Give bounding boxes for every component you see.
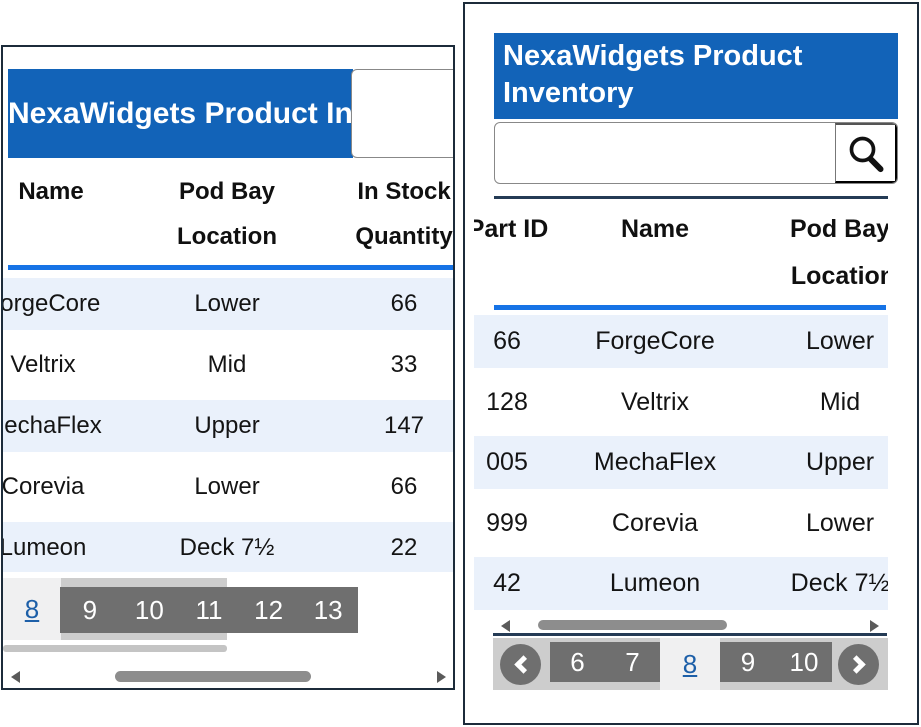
cell-pod: Deck 7½ <box>790 569 888 597</box>
page-button[interactable]: 9 <box>82 594 98 625</box>
search-box <box>494 122 898 184</box>
inventory-table: Part ID Name Pod Bay Location 66 ForgeCo… <box>474 202 888 614</box>
search-input[interactable] <box>495 123 835 183</box>
column-header-name[interactable]: Name <box>620 215 690 243</box>
cell-pod: Upper <box>194 412 260 439</box>
column-header-podbay[interactable]: Pod Bay <box>789 215 888 243</box>
cell-name: Veltrix <box>10 351 76 378</box>
search-box <box>351 69 453 158</box>
cell-name: Corevia <box>611 509 699 537</box>
column-header-podbay-2[interactable]: Location <box>790 262 888 290</box>
column-header-podbay-2[interactable]: Location <box>177 223 277 250</box>
desktop-viewport-panel: NexaWidgets Product Inventory Name Pod B… <box>1 45 455 690</box>
scroll-right-arrow-icon[interactable] <box>437 671 446 683</box>
column-header-stock-2[interactable]: Quantity <box>355 223 453 250</box>
cell-pod: Upper <box>805 448 875 476</box>
table-row: 42 Lumeon Deck 7½ <box>474 557 888 610</box>
search-icon <box>845 132 887 174</box>
app-title: NexaWidgets Product Inventory <box>494 33 898 119</box>
column-header-partid[interactable]: Part ID <box>474 215 549 243</box>
page-button[interactable]: 11 <box>195 594 223 625</box>
cell-pod: Mid <box>819 388 861 416</box>
pagination-current-page[interactable]: 8 <box>3 578 61 640</box>
page-button[interactable]: 10 <box>789 646 819 677</box>
cell-name: MechaFlex <box>593 448 717 476</box>
page-button[interactable]: 12 <box>254 594 284 625</box>
next-page-button[interactable] <box>838 644 879 685</box>
column-header-stock[interactable]: In Stock <box>357 178 451 205</box>
chevron-left-icon <box>513 655 533 674</box>
pagination-pages: 9 10 11 12 13 <box>60 587 358 633</box>
table-row: 999 Corevia Lower <box>474 497 888 550</box>
cell-name: ForgeCore <box>595 327 715 355</box>
cell-name: Lumeon <box>609 569 701 597</box>
header-divider <box>494 305 886 310</box>
page-button[interactable]: 10 <box>134 594 164 625</box>
page-link-current[interactable]: 8 <box>24 593 40 624</box>
cell-pod: Lower <box>194 473 260 500</box>
grid-bottom-border <box>493 633 887 636</box>
chevron-right-icon <box>846 655 866 674</box>
table-row: MechaFlex Upper 147 <box>3 400 453 452</box>
column-header-podbay[interactable]: Pod Bay <box>178 178 276 205</box>
grid-top-border <box>494 196 888 199</box>
cell-qty: 22 <box>390 534 418 561</box>
previous-page-button[interactable] <box>500 644 541 685</box>
cell-pod: Deck 7½ <box>179 534 275 561</box>
search-input[interactable] <box>352 70 453 157</box>
app-title: NexaWidgets Product Inventory <box>8 69 353 158</box>
table-row: Corevia Lower 66 <box>3 461 453 513</box>
pagination-scrollbar-thumb[interactable] <box>3 645 227 652</box>
cell-name: ForgeCore <box>3 290 101 317</box>
page-button[interactable]: 6 <box>570 646 585 677</box>
cell-pod: Lower <box>194 290 260 317</box>
table-row: 005 MechaFlex Upper <box>474 436 888 489</box>
table-row: Lumeon Deck 7½ 22 <box>3 522 453 572</box>
table-row: 66 ForgeCore Lower <box>474 315 888 368</box>
cell-qty: 33 <box>390 351 418 378</box>
mobile-viewport-panel: NexaWidgets Product Inventory Part ID Na… <box>463 2 919 725</box>
scroll-left-arrow-icon[interactable] <box>11 671 20 683</box>
cell-qty: 147 <box>383 412 425 439</box>
pagination-pages: 6 7 <box>550 642 660 682</box>
cell-name: Lumeon <box>3 534 87 561</box>
scroll-left-arrow-icon[interactable] <box>501 620 510 632</box>
column-header-name[interactable]: Name <box>18 178 84 205</box>
cell-partid: 005 <box>486 448 528 476</box>
horizontal-scrollbar-thumb[interactable] <box>115 671 311 682</box>
page-button[interactable]: 9 <box>740 646 756 677</box>
cell-pod: Mid <box>207 351 247 378</box>
cell-partid: 66 <box>493 327 521 355</box>
search-button[interactable] <box>835 123 897 183</box>
table-row: 128 Veltrix Mid <box>474 376 888 429</box>
page-button[interactable]: 13 <box>313 594 343 625</box>
table-row: ForgeCore Lower 66 <box>3 278 453 330</box>
cell-name: MechaFlex <box>3 412 102 439</box>
page-link-current[interactable]: 8 <box>682 648 698 679</box>
cell-name: Veltrix <box>620 388 690 416</box>
table-row: Veltrix Mid 33 <box>3 339 453 391</box>
cell-partid: 42 <box>493 569 521 597</box>
cell-partid: 128 <box>486 388 528 416</box>
cell-qty: 66 <box>390 290 418 317</box>
inventory-table: Name Pod Bay Location In Stock Quantity … <box>3 167 453 572</box>
pagination-pages: 9 10 <box>720 642 832 682</box>
pagination-current-page[interactable]: 8 <box>660 638 720 690</box>
page-button[interactable]: 7 <box>625 646 640 677</box>
cell-name: Corevia <box>3 473 85 500</box>
cell-pod: Lower <box>805 509 875 537</box>
cell-pod: Lower <box>805 327 875 355</box>
scroll-right-arrow-icon[interactable] <box>870 620 879 632</box>
cell-qty: 66 <box>390 473 418 500</box>
header-divider <box>8 265 453 270</box>
horizontal-scrollbar-thumb[interactable] <box>538 620 727 630</box>
cell-partid: 999 <box>486 509 528 537</box>
